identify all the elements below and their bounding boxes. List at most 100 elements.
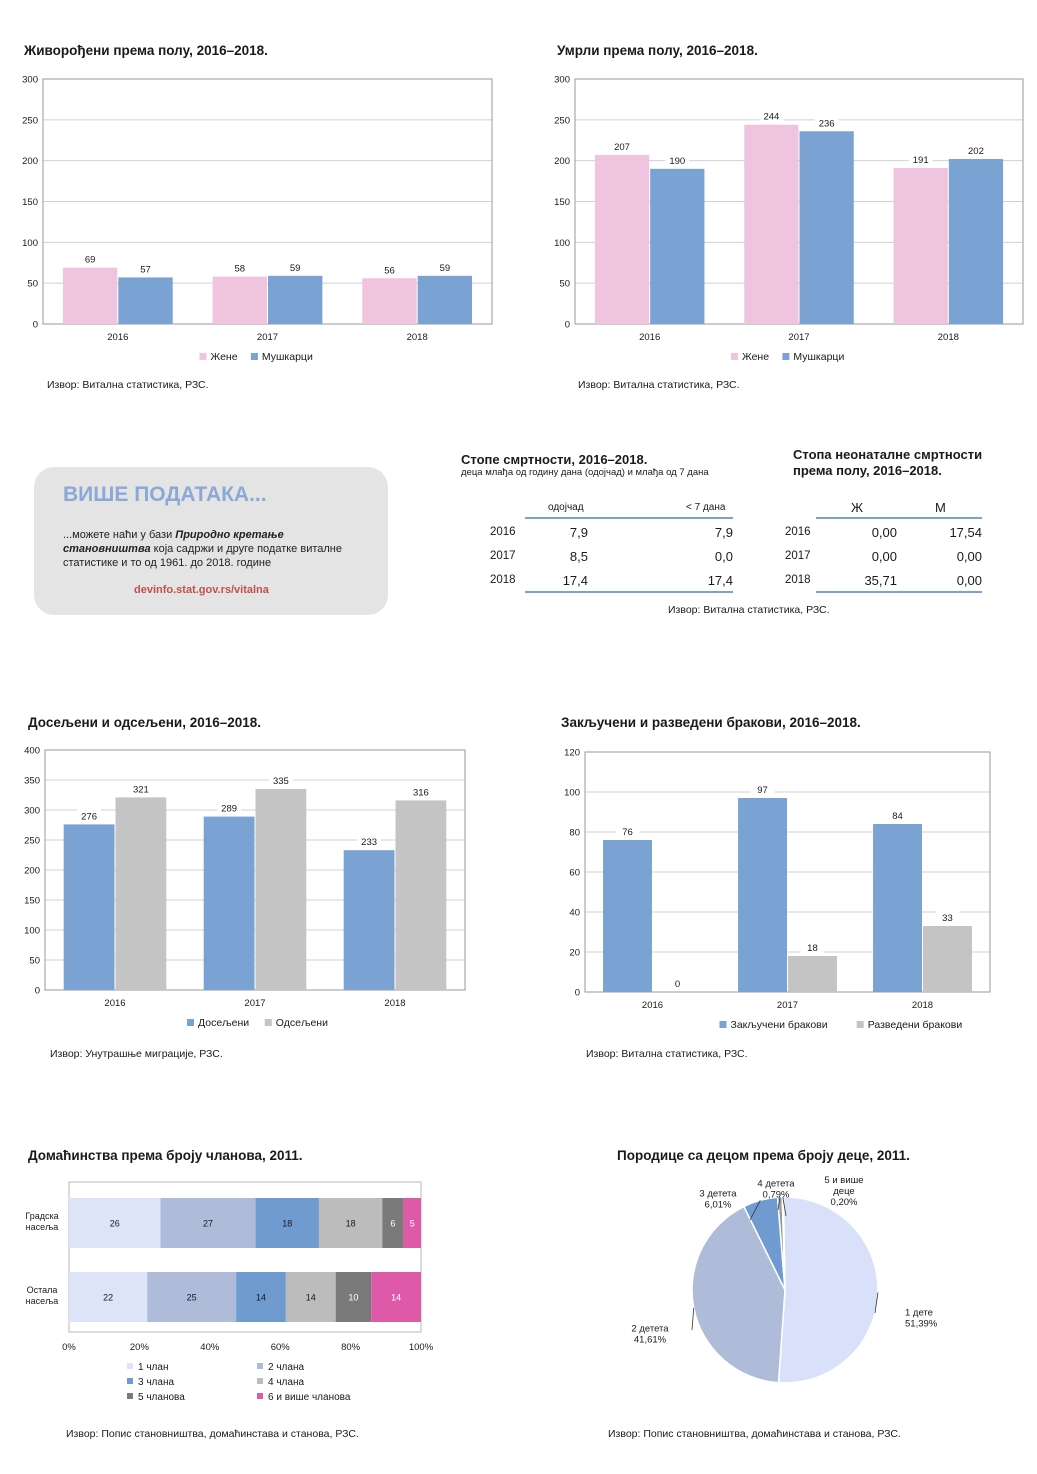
bar bbox=[203, 816, 255, 990]
mortality-divider-top bbox=[525, 517, 733, 519]
y-tick-label: 0 bbox=[565, 320, 570, 331]
x-tick-label: 2016 bbox=[642, 1000, 663, 1011]
table-cell: 2016 bbox=[785, 526, 811, 538]
data-label: 22 bbox=[103, 1293, 113, 1303]
legend-label: Одсељени bbox=[276, 1017, 328, 1029]
pie-slice bbox=[777, 1196, 879, 1384]
data-label-bg bbox=[283, 260, 308, 273]
slice-label: 6,01% bbox=[705, 1200, 732, 1211]
legend-swatch bbox=[127, 1378, 133, 1384]
table-cell: 17,54 bbox=[949, 524, 982, 540]
neonatal-divider-bottom bbox=[816, 591, 982, 593]
data-label-bg bbox=[615, 825, 640, 837]
data-label-bg bbox=[908, 153, 933, 166]
mortality-table: 2016 7,9 7,9 2017 8,5 0,0 2018 17,4 17,4 bbox=[490, 520, 733, 592]
legend-label: Жене bbox=[742, 351, 769, 363]
leader-line bbox=[777, 1197, 781, 1211]
legend-label: 5 чланова bbox=[138, 1392, 185, 1403]
data-label: 27 bbox=[203, 1219, 213, 1229]
plot-frame bbox=[68, 1181, 422, 1333]
y-tick-label: 100 bbox=[24, 926, 40, 937]
data-label-bg bbox=[357, 835, 382, 848]
leader-line bbox=[874, 1292, 879, 1314]
y-tick-label: 20 bbox=[569, 948, 580, 959]
bar bbox=[62, 267, 118, 324]
data-label: 236 bbox=[819, 118, 835, 129]
data-label: 316 bbox=[413, 787, 429, 798]
x-tick-label: 2018 bbox=[912, 1000, 933, 1011]
slice-label: 41,61% bbox=[634, 1335, 667, 1346]
legend-swatch bbox=[127, 1393, 133, 1399]
bar bbox=[873, 824, 922, 992]
bar bbox=[603, 840, 652, 992]
plot-frame bbox=[584, 751, 991, 993]
legend-swatch bbox=[719, 1021, 727, 1028]
data-label: 26 bbox=[110, 1219, 120, 1229]
families-source: Извор: Попис становништва, домаћинстава … bbox=[608, 1428, 901, 1440]
data-label-bg bbox=[128, 782, 153, 795]
mortality-col-infant: одојчад bbox=[548, 502, 584, 513]
legend-swatch bbox=[856, 1021, 864, 1028]
legend-label: Жене bbox=[211, 351, 238, 363]
more-data-link[interactable]: devinfo.stat.gov.rs/vitalna bbox=[134, 584, 269, 596]
bar-segment bbox=[69, 1272, 148, 1322]
migration-source: Извор: Унутрашње миграције, РЗС. bbox=[50, 1048, 223, 1060]
data-label: 33 bbox=[942, 913, 953, 924]
data-label: 0 bbox=[675, 979, 680, 990]
legend-label: Досељени bbox=[198, 1017, 249, 1029]
plot-frame bbox=[574, 78, 1024, 325]
bar-segment bbox=[236, 1272, 286, 1322]
x-tick-label: 60% bbox=[271, 1342, 291, 1353]
data-label: 58 bbox=[235, 264, 246, 275]
bar bbox=[395, 800, 447, 990]
x-tick-label: 2016 bbox=[639, 332, 660, 343]
x-tick-label: 2017 bbox=[788, 332, 809, 343]
table-cell: 0,0 bbox=[714, 548, 733, 564]
data-label: 202 bbox=[968, 146, 984, 157]
bar bbox=[212, 276, 267, 324]
table-row: 2018 35,71 0,00 bbox=[785, 568, 982, 592]
legend-swatch bbox=[264, 1019, 272, 1026]
data-label: 18 bbox=[282, 1219, 292, 1229]
bar bbox=[788, 956, 837, 992]
plot-frame bbox=[42, 78, 493, 325]
y-tick-label: 120 bbox=[564, 748, 580, 759]
bar bbox=[255, 789, 307, 990]
legend-label: 3 члана bbox=[138, 1377, 174, 1388]
table-row: 2017 0,00 0,00 bbox=[785, 544, 982, 568]
x-tick-label: 2017 bbox=[777, 1000, 798, 1011]
plot-frame bbox=[44, 749, 466, 991]
legend-swatch bbox=[257, 1378, 263, 1384]
marriages-source: Извор: Витална статистика, РЗС. bbox=[586, 1048, 748, 1060]
more-data-text: ...можете наћи у бази Природно кретање с… bbox=[63, 529, 342, 569]
data-label-bg bbox=[217, 801, 242, 814]
births-chart: 0 50 100 150 200 250 300 2016 69 57 2017 58 59 2018 56… bbox=[22, 75, 493, 363]
data-label: 84 bbox=[892, 811, 903, 822]
data-label-bg bbox=[814, 116, 839, 129]
y-tick-label: 300 bbox=[22, 75, 38, 86]
bar-segment bbox=[69, 1198, 161, 1248]
data-label: 76 bbox=[622, 827, 633, 838]
data-label-bg bbox=[432, 260, 457, 273]
table-cell: 0,00 bbox=[871, 524, 897, 540]
x-tick-label: 100% bbox=[409, 1342, 434, 1353]
x-tick-label: 20% bbox=[130, 1342, 150, 1353]
data-label-bg bbox=[665, 977, 690, 989]
x-tick-label: 80% bbox=[341, 1342, 361, 1353]
legend-swatch bbox=[187, 1019, 194, 1026]
data-label: 59 bbox=[440, 263, 451, 274]
bar bbox=[738, 798, 787, 992]
x-tick-label: 0% bbox=[62, 1342, 76, 1353]
table-cell: 17,4 bbox=[562, 572, 588, 588]
x-tick-label: 2018 bbox=[407, 332, 428, 343]
legend-swatch bbox=[250, 353, 258, 360]
bar bbox=[63, 824, 115, 990]
data-label: 207 bbox=[614, 142, 630, 153]
rates-source: Извор: Витална статистика, РЗС. bbox=[668, 604, 830, 616]
bar-segment bbox=[147, 1272, 237, 1322]
category-label: Остала bbox=[27, 1285, 58, 1295]
data-label: 10 bbox=[348, 1293, 358, 1303]
y-tick-label: 100 bbox=[22, 238, 38, 249]
y-tick-label: 300 bbox=[24, 806, 40, 817]
table-cell: 2017 bbox=[785, 550, 811, 562]
